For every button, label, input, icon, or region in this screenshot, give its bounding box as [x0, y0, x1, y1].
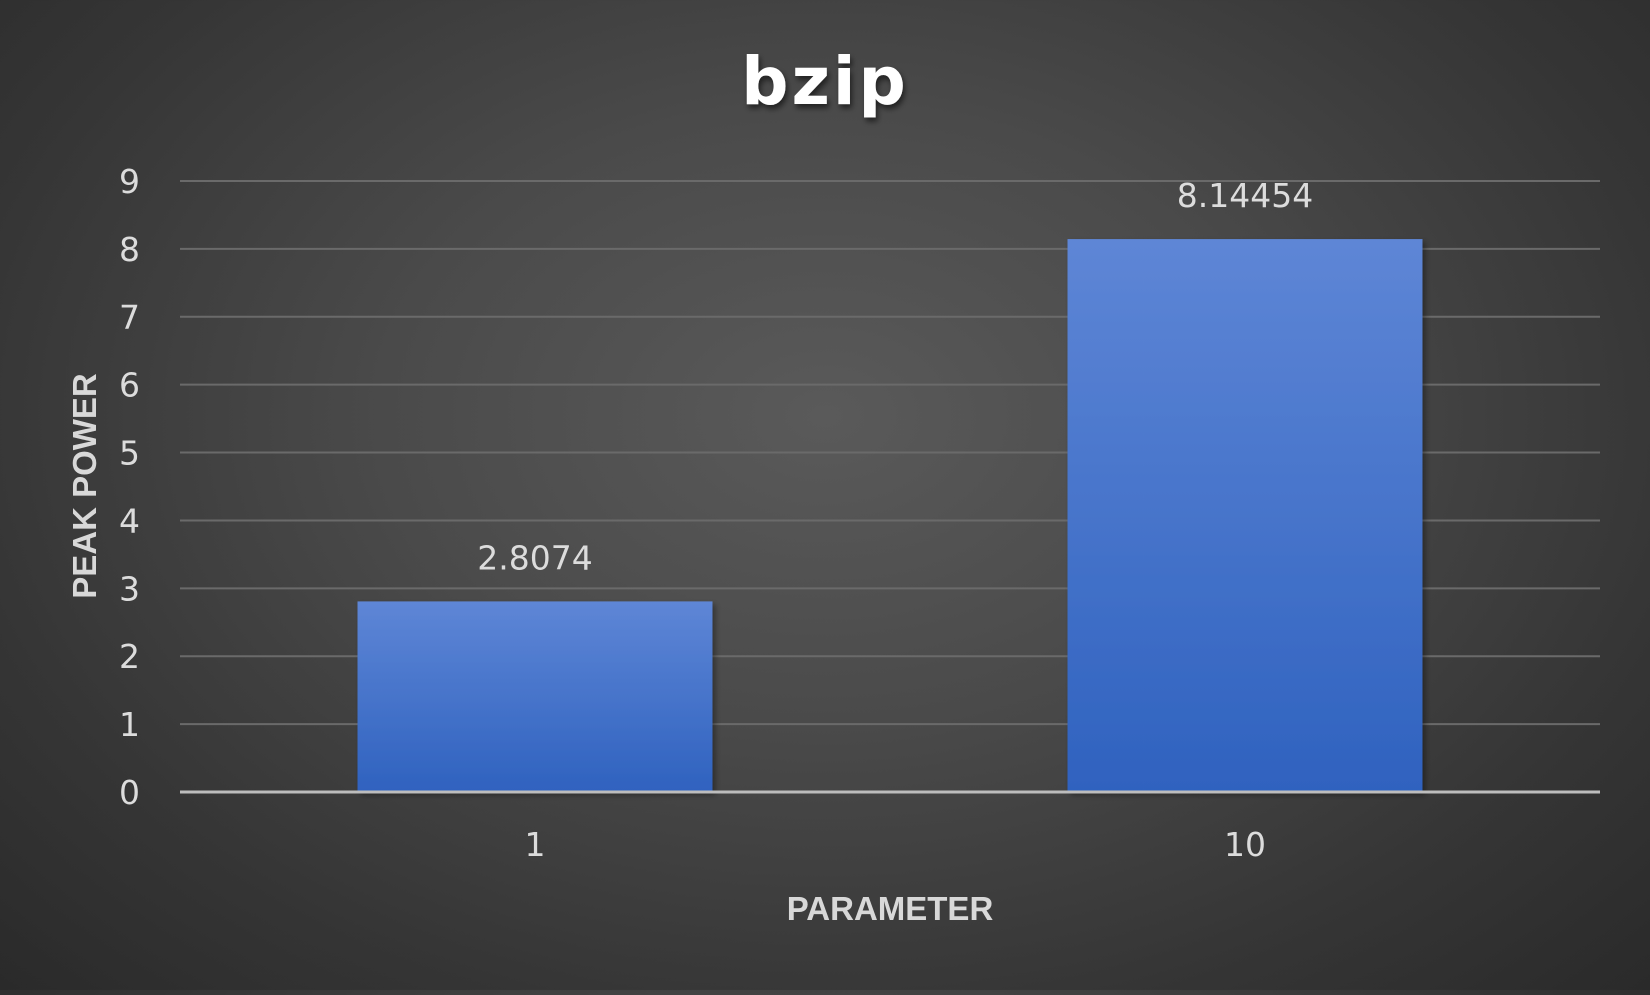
y-axis-title: PEAK POWER — [66, 373, 103, 599]
y-tick-label: 4 — [119, 501, 140, 540]
data-labels: 2.8074 8.14454 — [477, 176, 1313, 577]
y-tick-label: 9 — [119, 162, 140, 201]
y-tick-label: 6 — [119, 366, 140, 405]
bar-1 — [357, 601, 713, 792]
x-tick-label: 10 — [1224, 825, 1266, 864]
bars — [357, 239, 1423, 792]
y-tick-label: 5 — [119, 434, 140, 473]
chart-title: bzip — [741, 43, 909, 120]
y-tick-label: 7 — [119, 298, 140, 337]
x-axis-title: PARAMETER — [787, 890, 994, 927]
y-tick-label: 3 — [119, 569, 140, 608]
y-tick-label: 2 — [119, 637, 140, 676]
y-tick-label: 8 — [119, 230, 140, 269]
data-label-10: 8.14454 — [1177, 176, 1313, 215]
data-label-1: 2.8074 — [477, 538, 592, 577]
y-tick-label: 1 — [119, 705, 140, 744]
x-tick-label: 1 — [525, 825, 546, 864]
y-axis-ticks: 0 1 2 3 4 5 6 7 8 9 — [119, 162, 140, 812]
bar-10 — [1067, 239, 1423, 792]
x-axis-ticks: 1 10 — [525, 825, 1267, 864]
y-tick-label: 0 — [119, 773, 140, 812]
